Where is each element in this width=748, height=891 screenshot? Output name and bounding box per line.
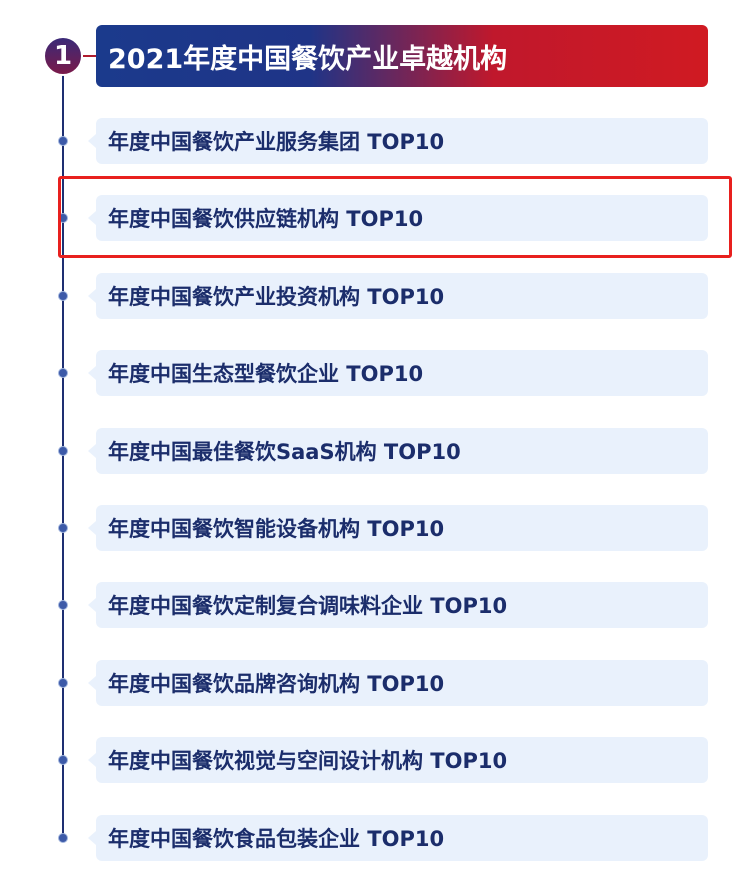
timeline-dot	[58, 368, 68, 379]
award-item: 年度中国最佳餐饮SaaS机构 TOP10	[88, 427, 708, 474]
award-item: 年度中国餐饮供应链机构 TOP10	[88, 195, 708, 242]
timeline-dot	[58, 445, 68, 456]
award-item: 年度中国餐饮产业投资机构 TOP10	[88, 272, 708, 319]
timeline-dot	[58, 523, 68, 533]
award-item: 年度中国餐饮定制复合调味料企业 TOP10	[88, 582, 708, 629]
timeline-dot	[58, 136, 68, 146]
timeline-dot	[58, 832, 68, 843]
timeline-dot	[58, 290, 68, 301]
section-title: 2021年度中国餐饮产业卓越机构	[96, 25, 708, 87]
award-item: 年度中国餐饮智能设备机构 TOP10	[88, 505, 708, 551]
timeline-dot	[58, 600, 68, 611]
award-item: 年度中国餐饮食品包装企业 TOP10	[88, 814, 708, 861]
timeline-dot	[58, 677, 68, 688]
award-item: 年度中国餐饮视觉与空间设计机构 TOP10	[88, 737, 708, 784]
highlight-box	[58, 176, 732, 258]
badge-connector	[83, 55, 96, 57]
award-item: 年度中国生态型餐饮企业 TOP10	[88, 350, 708, 397]
award-item: 年度中国餐饮品牌咨询机构 TOP10	[88, 659, 708, 706]
section-number-badge: 1	[43, 36, 83, 76]
award-item: 年度中国餐饮产业服务集团 TOP10	[88, 118, 708, 164]
timeline-dot	[58, 755, 68, 766]
